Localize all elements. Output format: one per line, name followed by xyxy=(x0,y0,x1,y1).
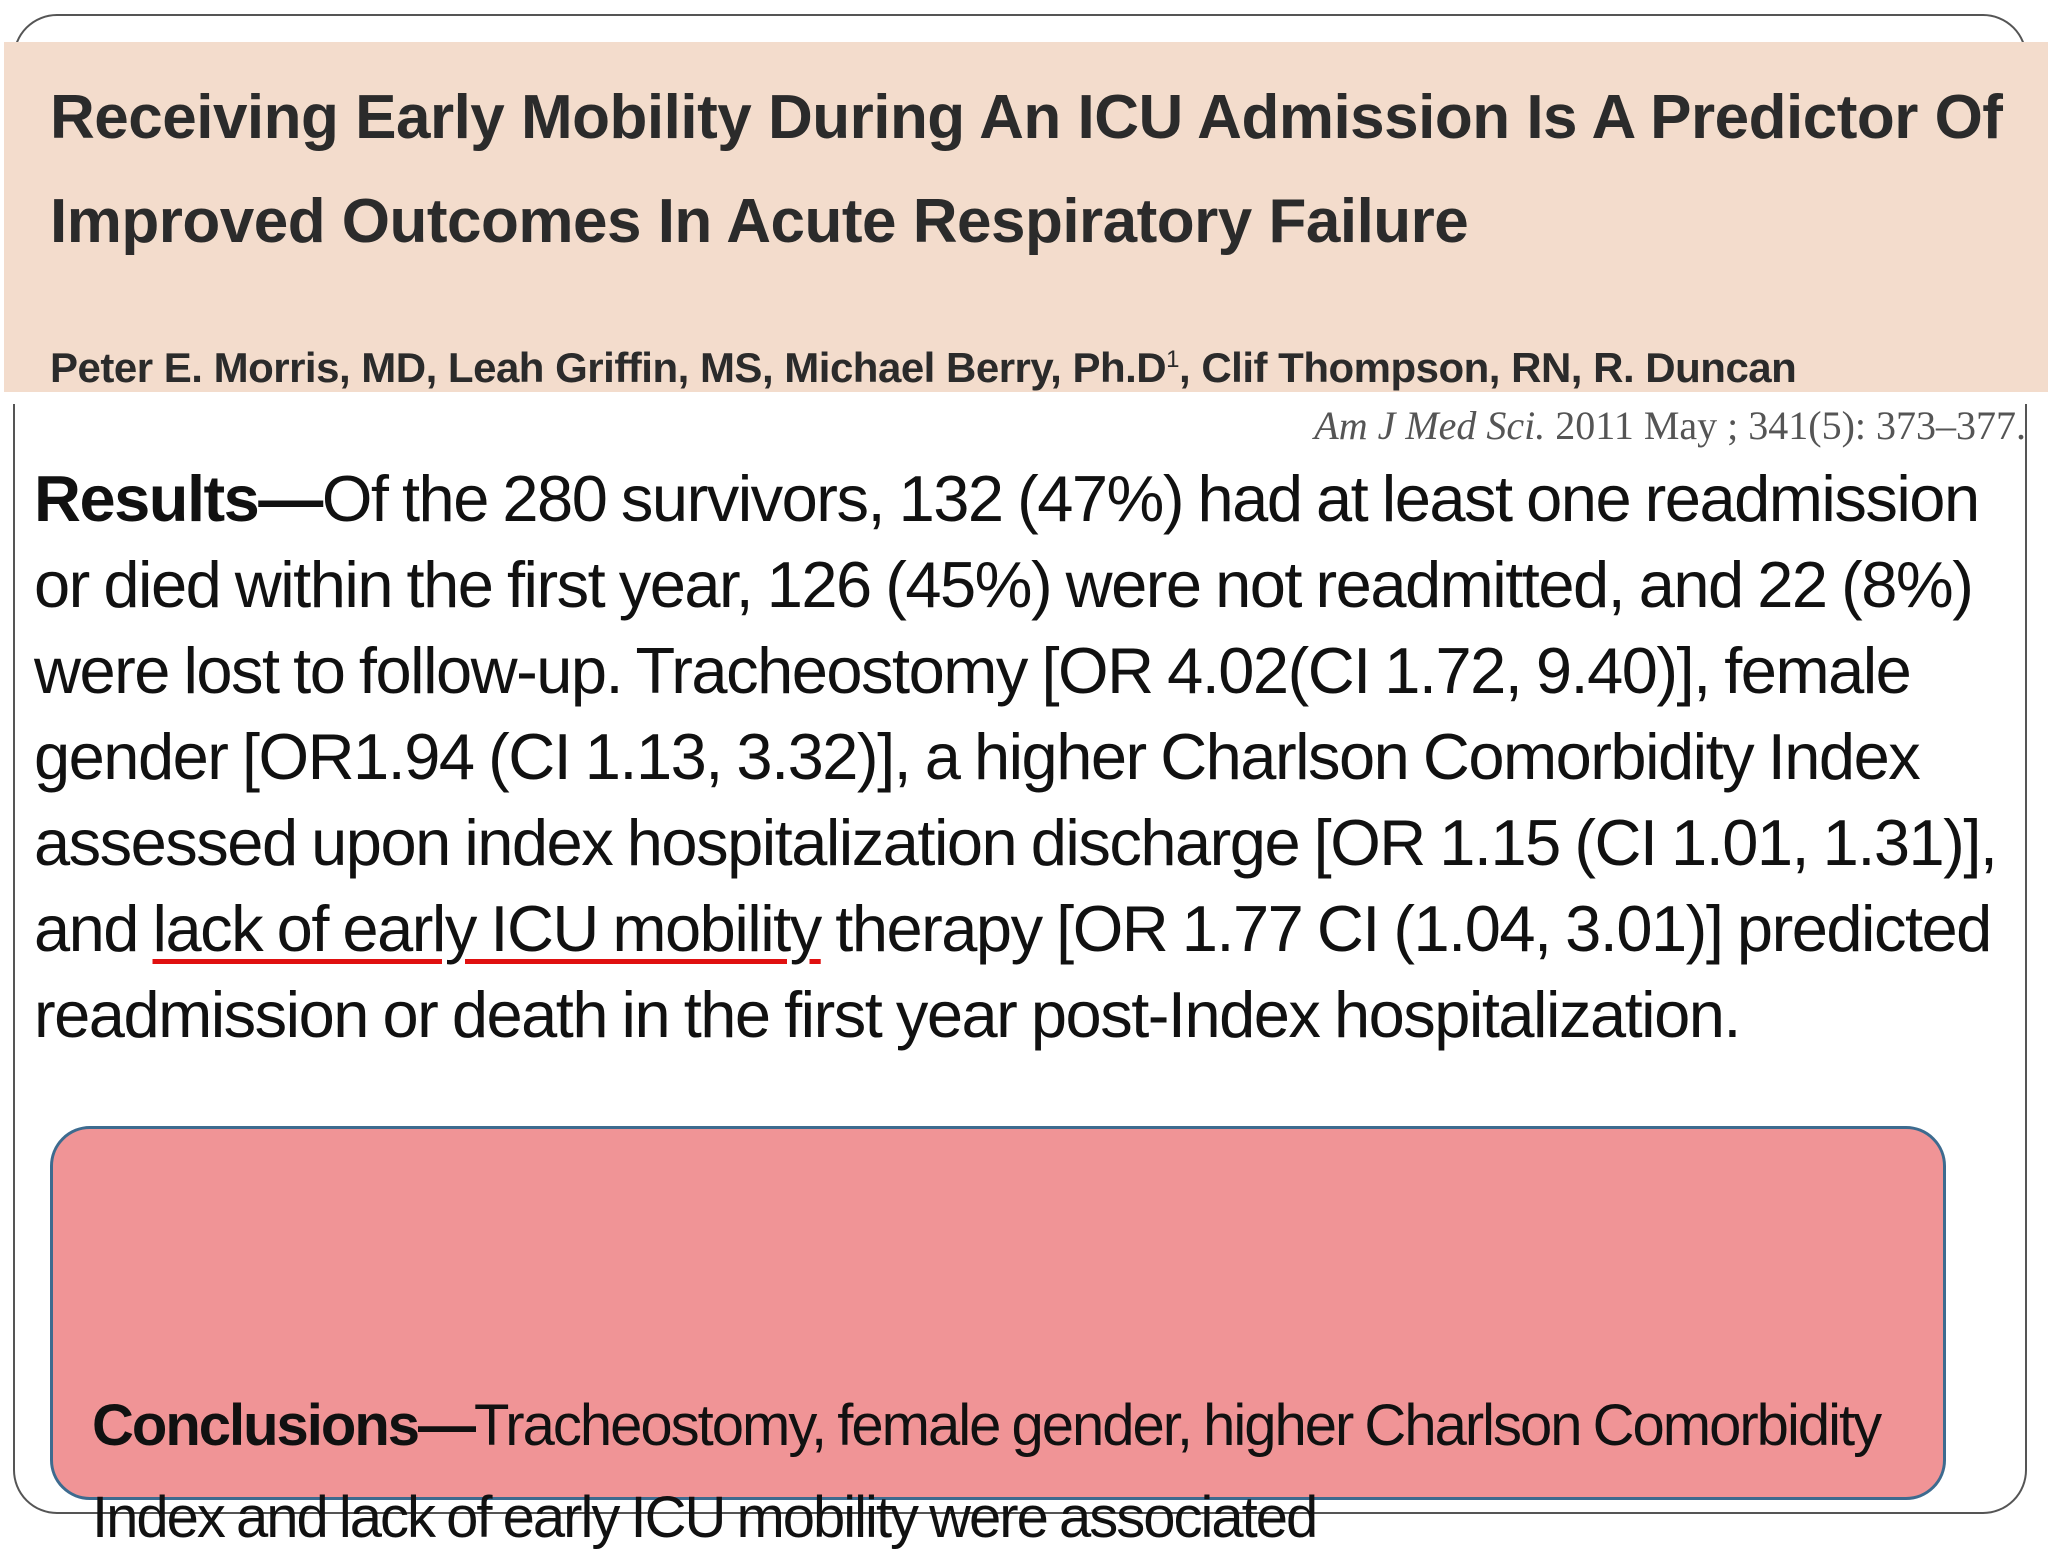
author-affiliation-mark: 1 xyxy=(1166,346,1179,373)
header-divider xyxy=(4,392,2048,404)
slide-frame xyxy=(13,14,2027,1514)
journal-citation: Am J Med Sci. 2011 May ; 341(5): 373–377… xyxy=(1314,402,2026,450)
conclusion-highlight-box xyxy=(50,1126,1946,1500)
authors-rest: , Clif Thompson, RN, R. Duncan xyxy=(1179,344,1797,391)
citation-details: 2011 May ; 341(5): 373–377. xyxy=(1545,403,2026,448)
results-paragraph: Results—Of the 280 survivors, 132 (47%) … xyxy=(34,456,2024,1058)
results-body-start: Of the 280 survivors, 132 (47%) had at l… xyxy=(34,462,1998,965)
conclusions-paragraph: Conclusions—Tracheostomy, female gender,… xyxy=(92,1380,1992,1564)
conclusions-heading: Conclusions— xyxy=(92,1393,476,1458)
author-list: Peter E. Morris, MD, Leah Griffin, MS, M… xyxy=(50,334,2010,394)
citation-journal: Am J Med Sci. xyxy=(1314,403,1546,448)
paper-title: Receiving Early Mobility During An ICU A… xyxy=(50,83,2003,256)
article-header-band xyxy=(4,42,2048,392)
underlined-phrase: lack of early ICU mobility xyxy=(152,892,823,965)
authors-main: Peter E. Morris, MD, Leah Griffin, MS, M… xyxy=(50,344,1167,391)
results-body-end: therapy [OR 1.77 CI (1.04, 3.01)] predic… xyxy=(34,892,1992,1051)
results-heading: Results— xyxy=(34,462,323,535)
